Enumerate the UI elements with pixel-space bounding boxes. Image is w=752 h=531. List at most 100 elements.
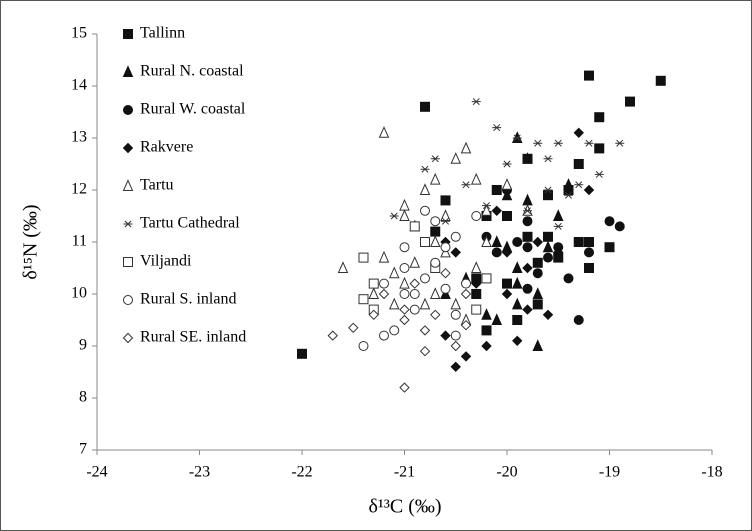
legend-marker: [122, 65, 134, 77]
point: [379, 330, 389, 341]
point: [450, 247, 461, 258]
x-tick-label: -21: [394, 464, 415, 481]
x-tick-label: -23: [189, 464, 210, 481]
point: [440, 267, 451, 279]
point: [388, 266, 400, 279]
legend-marker: [122, 142, 134, 154]
point: [450, 309, 461, 320]
y-tick-label: 11: [72, 233, 87, 250]
point: [471, 98, 481, 106]
point: [491, 313, 503, 325]
point: [501, 178, 513, 190]
point: [399, 276, 410, 289]
legend-label: Tartu Cathedral: [140, 215, 240, 232]
point: [388, 297, 400, 310]
point: [409, 304, 420, 315]
point: [564, 191, 573, 199]
point: [420, 205, 430, 216]
point: [379, 278, 389, 289]
point: [337, 261, 349, 273]
point: [399, 209, 410, 221]
point: [420, 273, 430, 284]
point: [532, 257, 543, 268]
x-tick-label: -24: [86, 464, 107, 481]
point: [460, 141, 472, 154]
x-tick-label: -20: [496, 464, 517, 481]
point: [481, 204, 492, 216]
point: [450, 361, 461, 373]
point: [511, 297, 523, 310]
legend-label: Rakvere: [140, 139, 193, 156]
y-tick-label: 10: [71, 285, 87, 302]
point: [522, 242, 533, 253]
point: [511, 276, 523, 289]
point: [491, 235, 503, 247]
point: [358, 252, 369, 263]
point: [460, 319, 472, 331]
x-tick-label: -22: [291, 464, 312, 481]
point: [450, 330, 461, 341]
legend-label: Rural S. inland: [140, 291, 236, 308]
point: [399, 304, 410, 315]
point: [502, 278, 512, 289]
point: [583, 184, 595, 196]
point: [523, 207, 532, 215]
point: [399, 289, 410, 299]
x-axis-title: δ¹³C (‰): [368, 496, 441, 518]
point: [409, 256, 421, 268]
point: [440, 330, 451, 341]
point: [461, 278, 471, 289]
point: [399, 242, 410, 253]
y-tick-label: 15: [71, 25, 87, 42]
y-tick-label: 12: [71, 181, 87, 198]
point: [522, 216, 533, 227]
point: [522, 283, 533, 294]
point: [502, 211, 512, 221]
point: [615, 139, 625, 147]
point: [327, 330, 338, 341]
point: [420, 237, 430, 247]
point: [420, 165, 430, 173]
point: [553, 222, 563, 230]
legend-marker: [122, 179, 134, 191]
legend-marker: [123, 29, 133, 39]
point: [604, 242, 615, 253]
point: [492, 124, 502, 132]
point: [389, 325, 400, 336]
point: [440, 195, 451, 206]
point: [348, 322, 359, 334]
point: [430, 216, 441, 227]
point: [563, 178, 574, 190]
point: [655, 75, 666, 86]
point: [532, 268, 543, 279]
point: [419, 297, 431, 310]
point: [532, 299, 543, 310]
point: [378, 288, 390, 300]
point: [522, 304, 533, 315]
point: [471, 289, 482, 299]
point: [512, 335, 523, 347]
legend-marker: [123, 220, 133, 228]
point: [420, 101, 430, 112]
point: [625, 96, 635, 107]
point: [522, 231, 533, 242]
point: [511, 261, 523, 273]
legend-marker: [123, 105, 133, 115]
point: [573, 159, 584, 169]
point: [512, 134, 522, 142]
point: [471, 278, 482, 289]
point: [584, 247, 594, 258]
point: [461, 181, 471, 189]
point: [358, 341, 369, 351]
point: [491, 205, 502, 217]
point: [584, 263, 594, 273]
point: [399, 314, 410, 326]
point: [584, 70, 594, 81]
point: [409, 278, 420, 289]
point: [368, 278, 379, 289]
legend-marker: [123, 257, 133, 267]
point: [553, 247, 564, 258]
point: [481, 340, 492, 352]
point: [522, 152, 533, 164]
